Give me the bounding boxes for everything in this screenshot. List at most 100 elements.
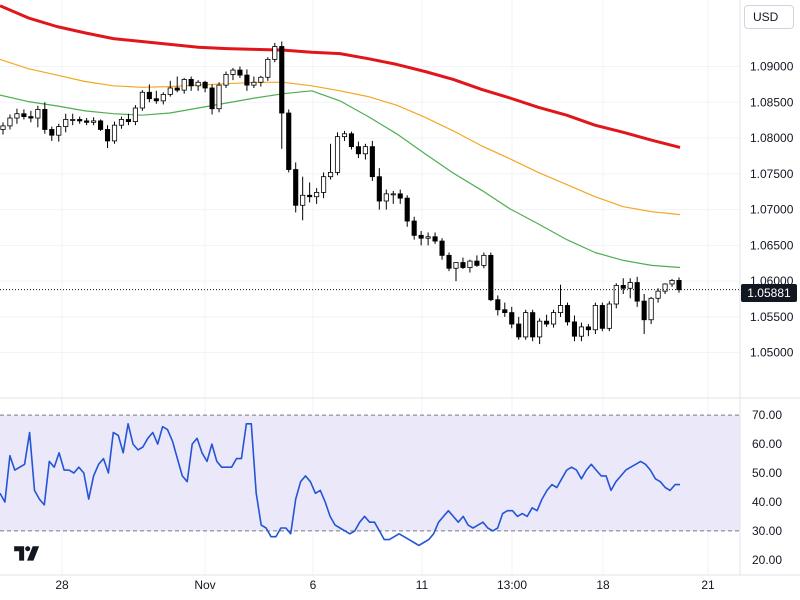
candle-down — [98, 120, 104, 130]
candle-up — [362, 146, 368, 155]
candle-up — [111, 124, 118, 142]
candle-up — [481, 254, 487, 266]
rsi-tick-label: 70.00 — [752, 408, 782, 422]
price-tick-label: 1.09000 — [750, 60, 794, 74]
price-tick-label: 1.07000 — [750, 203, 794, 217]
x-tick-label: 28 — [55, 578, 69, 592]
candle-down — [369, 146, 375, 178]
candle-down — [585, 326, 591, 331]
candle-down — [286, 112, 292, 170]
candle-down — [348, 133, 355, 148]
candle-down — [564, 305, 571, 323]
candle-up — [613, 285, 619, 305]
candle-down — [620, 285, 626, 289]
candle-down — [174, 87, 180, 91]
candle-up — [341, 133, 348, 138]
candle-down — [42, 109, 48, 130]
candle-up — [467, 260, 473, 268]
candle-up — [655, 290, 661, 299]
candle-down — [376, 176, 382, 202]
candle-up — [662, 283, 668, 292]
candle-up — [390, 193, 396, 196]
candle-down — [293, 169, 299, 206]
candle-down — [411, 220, 417, 236]
last-price-tag: 1.05881 — [741, 284, 797, 302]
candle-up — [669, 280, 675, 285]
candle-down — [516, 323, 522, 338]
rsi-band-fill — [0, 415, 740, 531]
candle-down — [418, 234, 424, 239]
rsi-tick-label: 20.00 — [752, 553, 782, 567]
candle-up — [0, 125, 6, 130]
candle-down — [502, 309, 508, 313]
price-tick-label: 1.07500 — [750, 167, 794, 181]
candle-up — [223, 73, 229, 86]
candle-up — [230, 69, 236, 75]
candle-down — [244, 74, 250, 86]
candle-up — [383, 193, 389, 202]
candle-down — [446, 254, 452, 269]
candle-down — [641, 300, 647, 321]
candle-up — [195, 81, 201, 87]
candle-down — [495, 299, 501, 311]
tradingview-logo-icon[interactable] — [11, 542, 43, 562]
candle-up — [132, 107, 138, 123]
currency-selector[interactable]: USD — [744, 5, 794, 29]
candle-up — [592, 305, 598, 331]
candle-up — [523, 312, 529, 338]
candle-up — [56, 126, 62, 136]
rsi-tick-label: 60.00 — [752, 437, 782, 451]
candle-up — [118, 119, 125, 126]
price-tick-label: 1.05500 — [750, 310, 794, 324]
x-tick-label: 13:00 — [497, 578, 527, 592]
candle-down — [397, 193, 403, 199]
candle-down — [634, 282, 640, 302]
candle-down — [202, 81, 208, 89]
candle-up — [648, 297, 654, 321]
candle-down — [237, 69, 243, 76]
candle-down — [84, 120, 90, 123]
candle-up — [63, 119, 69, 128]
candle-up — [167, 87, 173, 95]
rsi-band — [0, 414, 740, 532]
candle-down — [146, 91, 152, 100]
candle-up — [181, 79, 187, 91]
candle-down — [28, 116, 34, 119]
candle-up — [70, 119, 76, 121]
moving-average-line — [0, 4, 681, 149]
rsi-tick-label: 30.00 — [752, 524, 782, 538]
candle-down — [439, 240, 445, 256]
price-tick-label: 1.08500 — [750, 95, 794, 109]
candle-down — [530, 312, 536, 338]
candle-up — [258, 76, 264, 83]
candle-up — [627, 282, 633, 289]
price-tick-label: 1.08000 — [750, 131, 794, 145]
candle-down — [460, 262, 466, 268]
moving-average-line — [0, 58, 681, 216]
candle-up — [14, 113, 20, 119]
candle-down — [153, 98, 159, 102]
candle-down — [571, 321, 578, 337]
candle-up — [321, 176, 327, 193]
candle-down — [279, 46, 285, 114]
candle-up — [334, 136, 341, 173]
price-tick-label: 1.05000 — [750, 346, 794, 360]
candle-up — [314, 192, 320, 198]
tick-labels: 28 Nov 6 11 13:00 18 21 1.09000 1.08500 1.08000 1.… — [55, 60, 793, 592]
candle-up — [578, 326, 584, 337]
candle-down — [474, 260, 480, 266]
candle-up — [300, 194, 306, 206]
x-tick-label: 18 — [596, 578, 610, 592]
candle-down — [188, 79, 194, 87]
candle-down — [104, 129, 111, 142]
rsi-tick-label: 50.00 — [752, 466, 782, 480]
axes — [0, 0, 800, 576]
moving-average-line — [0, 90, 681, 269]
rsi-line — [0, 422, 680, 547]
candle-down — [404, 197, 410, 222]
candle-up — [139, 91, 145, 109]
candle-up — [425, 236, 431, 239]
candle-down — [209, 87, 215, 110]
candle-up — [7, 117, 13, 127]
